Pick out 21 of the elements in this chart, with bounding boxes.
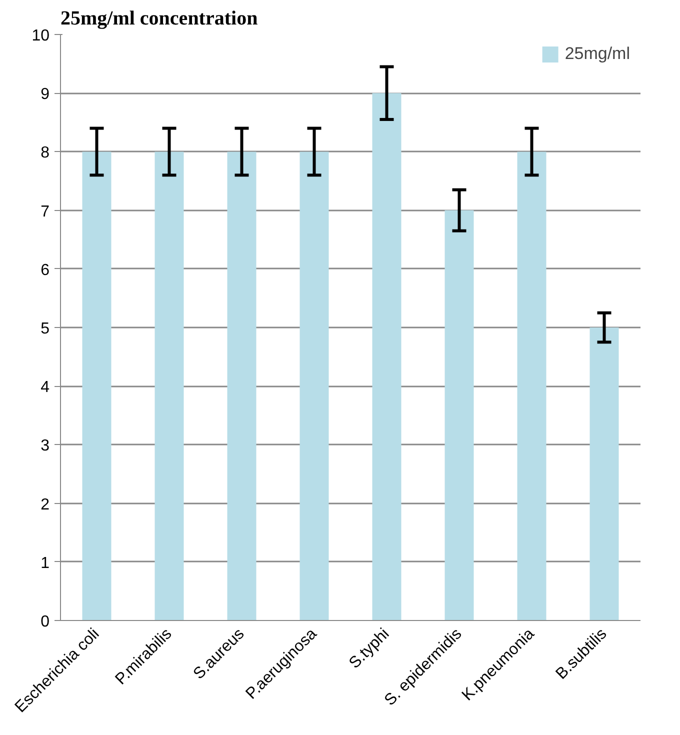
bar xyxy=(590,328,619,620)
bar xyxy=(227,152,256,620)
y-tick-label: 10 xyxy=(32,28,50,44)
y-tick-label: 0 xyxy=(40,614,50,630)
y-tick-label: 6 xyxy=(40,262,50,279)
y-tick-label: 4 xyxy=(40,379,50,396)
bar xyxy=(444,210,474,620)
bar xyxy=(372,93,402,620)
bar xyxy=(517,152,546,620)
y-tick-label: 2 xyxy=(40,496,50,514)
y-tick-label: 7 xyxy=(40,203,50,220)
legend-label: 25mg/ml xyxy=(564,44,630,64)
bar xyxy=(300,152,329,620)
y-tick-label: 5 xyxy=(40,320,50,338)
bar xyxy=(154,152,184,620)
chart-title: 25mg/ml concentration xyxy=(60,8,258,30)
bar xyxy=(82,152,112,620)
y-tick-label: 9 xyxy=(40,86,50,104)
y-tick-label: 1 xyxy=(40,554,50,572)
y-tick-label: 8 xyxy=(40,144,50,162)
y-tick-label: 3 xyxy=(40,438,50,455)
